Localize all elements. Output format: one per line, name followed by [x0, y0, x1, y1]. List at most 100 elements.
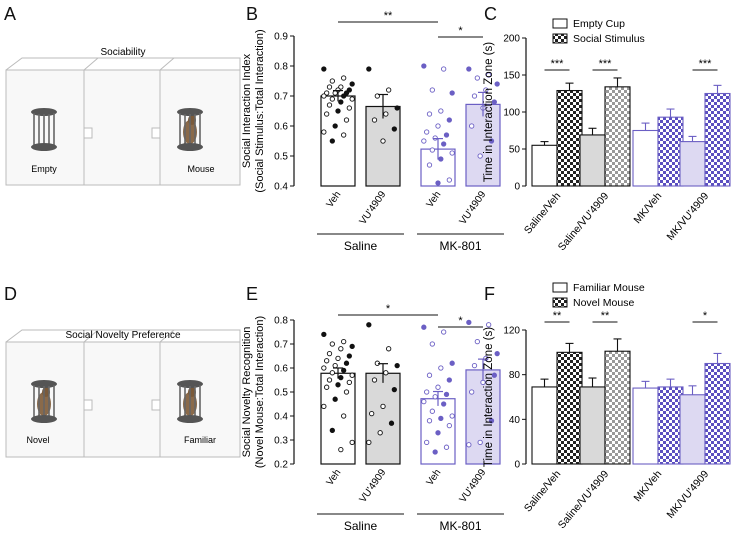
- data-point: [371, 377, 378, 383]
- data-point: [338, 99, 344, 105]
- y-tick-label: 150: [503, 71, 520, 82]
- bar-series-2: [604, 86, 631, 187]
- data-point: [349, 372, 355, 378]
- data-point: [474, 338, 480, 345]
- bar-series-1: [632, 129, 659, 187]
- data-point: [332, 123, 338, 129]
- bar: [465, 103, 501, 187]
- bar-series-2: [657, 386, 684, 465]
- bar-series-1: [679, 141, 706, 187]
- panel-letter-e: E: [246, 284, 259, 304]
- sociability-title: Sociability: [100, 47, 145, 58]
- data-point: [421, 138, 427, 144]
- legend-label: Familiar Mouse: [573, 282, 645, 294]
- data-point: [321, 365, 327, 371]
- social-novelty-title: Social Novelty Preference: [65, 330, 180, 341]
- legend-swatch: [552, 33, 568, 44]
- y-tick-label: 0.5: [274, 388, 288, 399]
- bar-series-2: [556, 351, 583, 465]
- data-point: [346, 353, 352, 359]
- data-point: [488, 418, 495, 424]
- data-point: [329, 341, 335, 347]
- data-point: [329, 78, 335, 84]
- data-point: [486, 322, 492, 328]
- y-tick-label: 100: [503, 108, 520, 119]
- three-chamber-box: [5, 57, 241, 186]
- x-tick-label: Saline/VU'4909: [556, 190, 612, 253]
- y-axis-label: Time in Interaction Zone (s): [483, 42, 495, 182]
- data-point: [343, 117, 350, 123]
- bar: [365, 105, 401, 187]
- mouse-label: Mouse: [187, 164, 214, 174]
- data-point: [435, 384, 441, 390]
- x-tick-label: Veh: [325, 189, 344, 209]
- data-point: [326, 102, 333, 108]
- data-point: [346, 379, 352, 386]
- data-point: [341, 367, 347, 374]
- data-point: [386, 346, 392, 352]
- group-label: MK-801: [439, 239, 481, 253]
- data-point: [326, 377, 333, 383]
- bar-series-1: [531, 144, 558, 187]
- x-tick-label: Saline/Veh: [522, 468, 564, 514]
- sociability-illustration: Sociability Empty Mouse: [5, 47, 241, 186]
- data-point: [426, 418, 433, 424]
- data-point: [469, 389, 475, 395]
- data-point: [329, 370, 335, 376]
- legend-swatch: [552, 297, 568, 308]
- y-tick-label: 0.4: [274, 182, 288, 193]
- bar-series-2: [556, 89, 583, 187]
- data-point: [321, 403, 327, 410]
- panel-letter-f: F: [484, 284, 495, 304]
- data-point: [335, 355, 341, 362]
- y-tick-label: 0.6: [274, 122, 288, 133]
- legend-label: Novel Mouse: [573, 297, 634, 309]
- data-point: [446, 422, 452, 429]
- y-tick-label: 120: [503, 326, 520, 337]
- data-point: [449, 90, 455, 96]
- bar: [365, 372, 401, 465]
- data-point: [426, 372, 433, 378]
- y-tick-label: 80: [509, 370, 521, 381]
- data-point: [443, 391, 450, 398]
- data-point: [491, 372, 497, 378]
- data-point: [349, 343, 355, 350]
- data-point: [343, 389, 350, 395]
- legend-label: Social Stimulus: [573, 33, 645, 45]
- x-tick-label: VU'4909: [458, 189, 489, 227]
- significance-label: ***: [551, 58, 565, 70]
- data-point: [377, 430, 383, 436]
- data-point: [329, 138, 335, 144]
- y-tick-label: 0.3: [274, 436, 288, 447]
- data-point: [426, 162, 433, 168]
- x-tick-label: Veh: [325, 467, 344, 487]
- data-point: [441, 401, 447, 407]
- data-point: [349, 81, 355, 87]
- data-point: [443, 132, 450, 138]
- y-tick-label: 0.4: [274, 412, 288, 423]
- y-tick-label: 0.8: [274, 316, 288, 327]
- data-point: [391, 386, 397, 393]
- data-point: [341, 132, 347, 138]
- y-axis-label-line2: (Social Stimulus:Total Interaction): [254, 29, 266, 192]
- y-tick-label: 200: [503, 34, 520, 45]
- data-point: [486, 72, 492, 78]
- y-tick-label: 0.7: [274, 92, 288, 103]
- data-point: [383, 111, 389, 117]
- data-point: [491, 99, 497, 105]
- data-point: [438, 108, 444, 114]
- y-tick-label: 40: [509, 415, 521, 426]
- data-point: [441, 141, 447, 147]
- data-point: [424, 389, 430, 395]
- data-point: [326, 350, 333, 357]
- empty-label: Empty: [31, 164, 57, 174]
- data-point: [449, 413, 455, 419]
- y-axis-label-line1: Social Novelty Recognition: [241, 327, 253, 458]
- significance-label: ***: [699, 58, 713, 70]
- significance-label: **: [601, 310, 610, 322]
- x-tick-label: MK/VU'4909: [664, 468, 711, 521]
- data-point: [477, 439, 483, 446]
- data-point: [435, 430, 441, 436]
- data-point: [346, 105, 352, 111]
- y-axis-label-line1: Social Interaction Index: [241, 53, 253, 168]
